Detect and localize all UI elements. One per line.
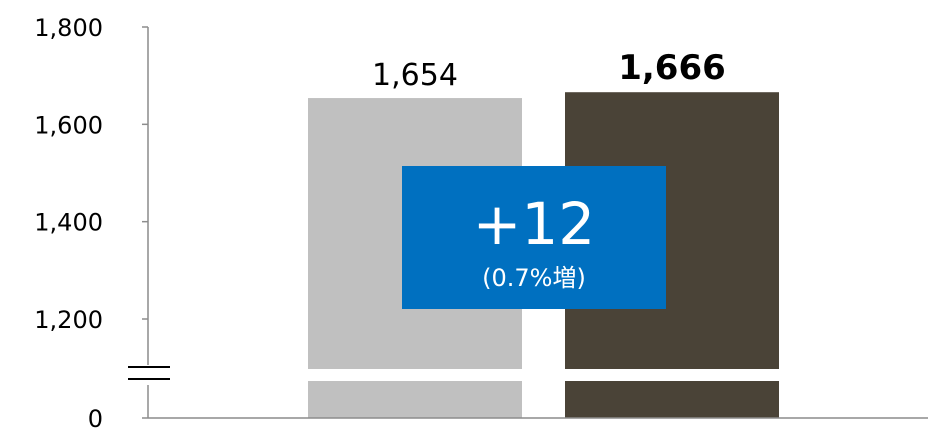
change-annotation-percent: (0.7%増) (482, 264, 586, 292)
y-tick-label: 1,800 (34, 14, 103, 42)
change-annotation: +12 (0.7%増) (402, 166, 666, 309)
y-axis (128, 26, 928, 419)
change-annotation-box (402, 166, 666, 309)
y-tick-label: 1,600 (34, 111, 103, 139)
y-tick-label: 1,400 (34, 209, 103, 237)
bar-2-lower (565, 381, 779, 418)
bar-1-lower (308, 381, 522, 418)
change-annotation-value: +12 (473, 190, 595, 258)
y-tick-label: 1,200 (34, 306, 103, 334)
y-tick-label: 0 (88, 405, 103, 432)
y-tick-labels: 0 1,200 1,400 1,600 1,800 (34, 14, 103, 432)
bar-1-value-label: 1,654 (372, 58, 458, 93)
bar-2-value-label: 1,666 (618, 48, 726, 88)
value-labels: 1,654 1,666 (372, 48, 726, 93)
